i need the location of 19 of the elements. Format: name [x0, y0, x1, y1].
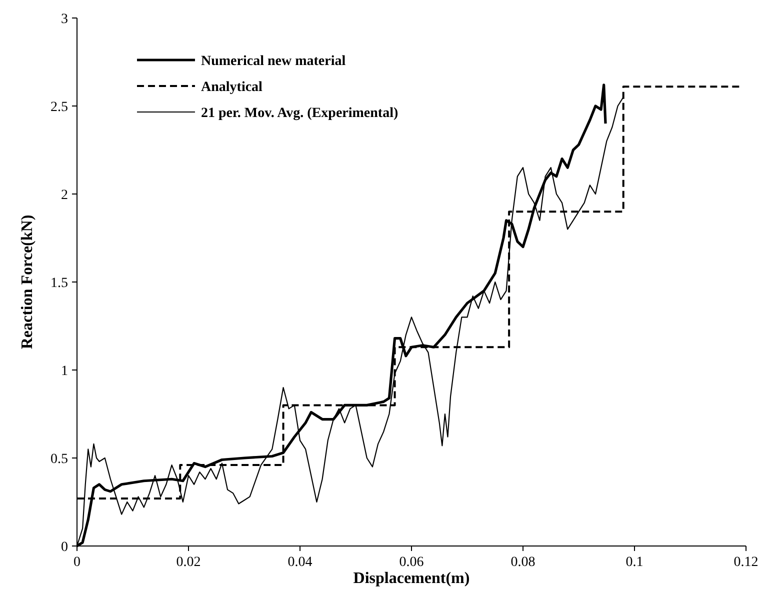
- legend-label: 21 per. Mov. Avg. (Experimental): [201, 106, 398, 121]
- x-tick-label: 0.06: [399, 555, 424, 570]
- y-tick-label: 1.5: [50, 276, 68, 291]
- y-tick-label: 0: [61, 540, 68, 555]
- legend-label: Numerical new material: [201, 54, 346, 69]
- x-tick-label: 0.04: [288, 555, 312, 570]
- y-tick-label: 0.5: [50, 452, 68, 467]
- x-axis-title: Displacement(m): [353, 570, 470, 587]
- x-tick-label: 0.08: [510, 555, 536, 570]
- y-tick-label: 1: [61, 364, 68, 379]
- y-tick-label: 3: [61, 12, 68, 27]
- x-tick-label: 0.12: [734, 555, 758, 570]
- x-tick-label: 0.02: [176, 555, 201, 570]
- x-tick-label: 0: [74, 555, 80, 570]
- legend-label: Analytical: [201, 80, 263, 95]
- y-tick-label: 2.5: [50, 100, 68, 115]
- y-tick-label: 2: [61, 188, 68, 203]
- x-tick-label: 0.1: [626, 555, 644, 570]
- y-axis-title: Reaction Force(kN): [19, 214, 36, 350]
